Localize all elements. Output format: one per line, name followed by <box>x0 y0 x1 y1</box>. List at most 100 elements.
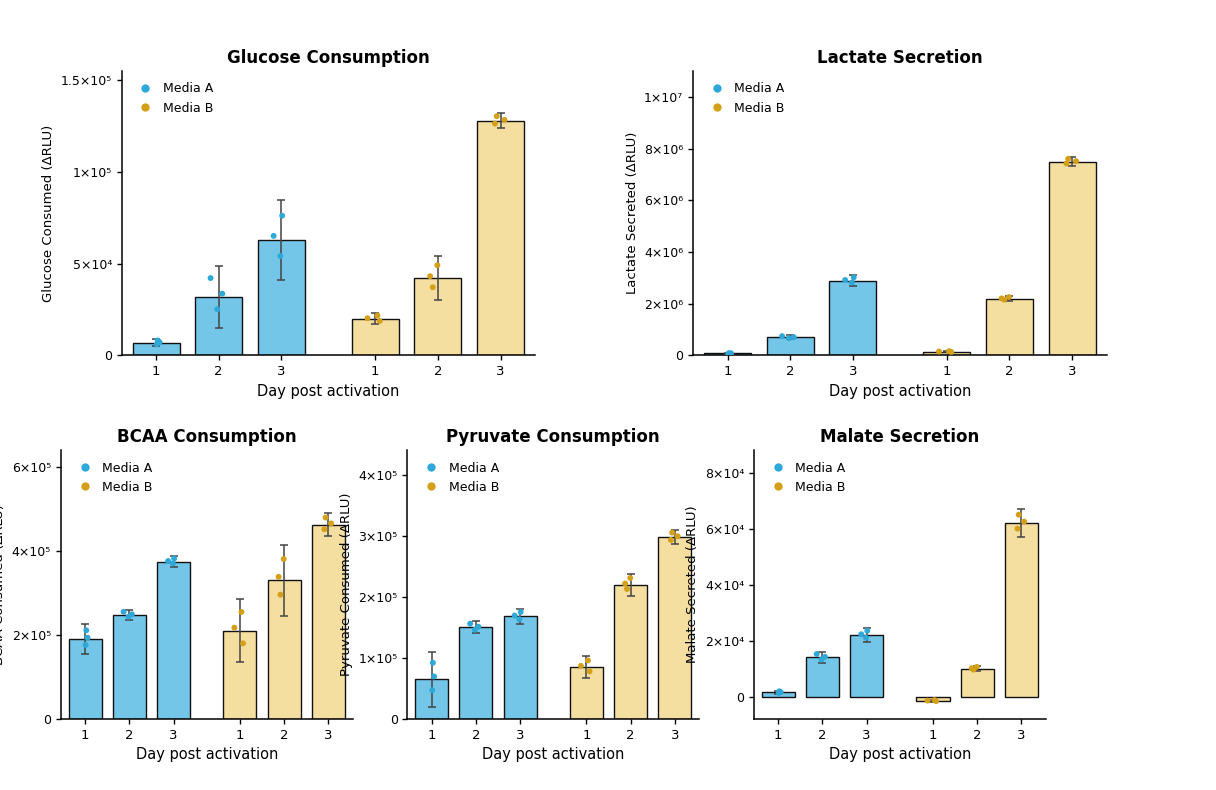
Point <box>233 637 253 649</box>
Bar <box>570 667 603 719</box>
Point <box>719 348 738 360</box>
Point <box>485 117 505 130</box>
Point <box>807 648 827 660</box>
Point <box>579 654 598 667</box>
Bar <box>806 657 839 697</box>
Bar <box>923 352 970 356</box>
Bar <box>829 280 877 356</box>
Bar <box>224 630 257 719</box>
Point <box>486 110 506 122</box>
Point <box>580 665 599 678</box>
Point <box>1008 522 1028 535</box>
Point <box>272 209 292 222</box>
Point <box>271 589 291 601</box>
Title: Malate Secretion: Malate Secretion <box>821 428 979 446</box>
Point <box>316 511 336 524</box>
Point <box>163 557 182 570</box>
Point <box>1014 515 1034 528</box>
Point <box>662 533 681 546</box>
Bar <box>704 353 751 356</box>
Point <box>772 330 792 343</box>
Bar <box>311 525 345 719</box>
Point <box>779 332 799 344</box>
Point <box>615 577 635 590</box>
Point <box>1066 155 1086 167</box>
Point <box>618 583 637 596</box>
Bar <box>133 343 180 356</box>
Point <box>1058 152 1077 165</box>
Point <box>505 609 524 622</box>
Bar <box>113 615 146 719</box>
Point <box>620 572 640 585</box>
Bar <box>415 278 461 356</box>
Point <box>962 662 981 675</box>
Point <box>856 631 876 644</box>
Point <box>164 552 184 565</box>
Point <box>122 608 141 621</box>
X-axis label: Day post activation: Day post activation <box>828 747 972 762</box>
Y-axis label: Malate Secreted (ΔRLU): Malate Secreted (ΔRLU) <box>686 506 699 664</box>
Point <box>466 623 485 636</box>
Point <box>1000 291 1019 303</box>
Bar <box>1004 523 1038 697</box>
Legend: Media A, Media B: Media A, Media B <box>413 457 503 498</box>
Bar <box>614 585 647 719</box>
Point <box>771 686 790 698</box>
X-axis label: Day post activation: Day post activation <box>482 747 625 762</box>
X-axis label: Day post activation: Day post activation <box>257 384 400 399</box>
Bar <box>196 297 242 356</box>
Point <box>225 621 244 634</box>
Point <box>815 650 834 663</box>
Bar <box>761 692 795 697</box>
Bar <box>258 240 305 356</box>
Point <box>925 694 945 706</box>
Legend: Media A, Media B: Media A, Media B <box>128 77 218 119</box>
Bar <box>767 337 814 356</box>
Point <box>967 660 986 673</box>
Y-axis label: Glucose Consumed (ΔRLU): Glucose Consumed (ΔRLU) <box>43 125 55 302</box>
Point <box>269 570 288 583</box>
Point <box>844 271 863 284</box>
Point <box>511 606 530 619</box>
Legend: Media A, Media B: Media A, Media B <box>67 457 157 498</box>
Point <box>77 624 96 637</box>
Bar <box>1048 162 1096 356</box>
Bar <box>986 299 1032 356</box>
Point <box>941 345 961 358</box>
Y-axis label: Lactate Secreted (ΔRLU): Lactate Secreted (ΔRLU) <box>625 132 638 295</box>
Point <box>721 347 741 359</box>
Title: Lactate Secretion: Lactate Secretion <box>817 49 983 67</box>
Point <box>78 631 97 644</box>
Point <box>75 638 95 651</box>
Point <box>274 553 293 566</box>
Point <box>1057 157 1076 170</box>
Point <box>468 620 488 633</box>
Point <box>784 331 804 344</box>
Y-axis label: Pyruvate Consumed (ΔRLU): Pyruvate Consumed (ΔRLU) <box>339 493 353 676</box>
Point <box>150 336 169 348</box>
Point <box>315 523 334 536</box>
Point <box>208 303 227 315</box>
Point <box>992 292 1012 305</box>
Bar <box>961 668 993 697</box>
Point <box>428 259 447 272</box>
Bar <box>68 639 102 719</box>
Point <box>663 526 682 539</box>
Point <box>668 530 687 543</box>
Bar <box>658 537 692 719</box>
Point <box>995 293 1014 306</box>
Point <box>370 314 389 327</box>
Bar <box>351 319 399 356</box>
Bar <box>477 121 524 356</box>
Bar <box>415 679 449 719</box>
Point <box>423 656 443 669</box>
Bar <box>503 616 536 719</box>
Point <box>495 114 514 126</box>
Bar <box>850 635 883 697</box>
Point <box>114 605 134 618</box>
Point <box>147 338 167 351</box>
Title: Glucose Consumption: Glucose Consumption <box>227 49 429 67</box>
Point <box>835 273 855 286</box>
Point <box>423 281 443 294</box>
Point <box>939 345 958 358</box>
